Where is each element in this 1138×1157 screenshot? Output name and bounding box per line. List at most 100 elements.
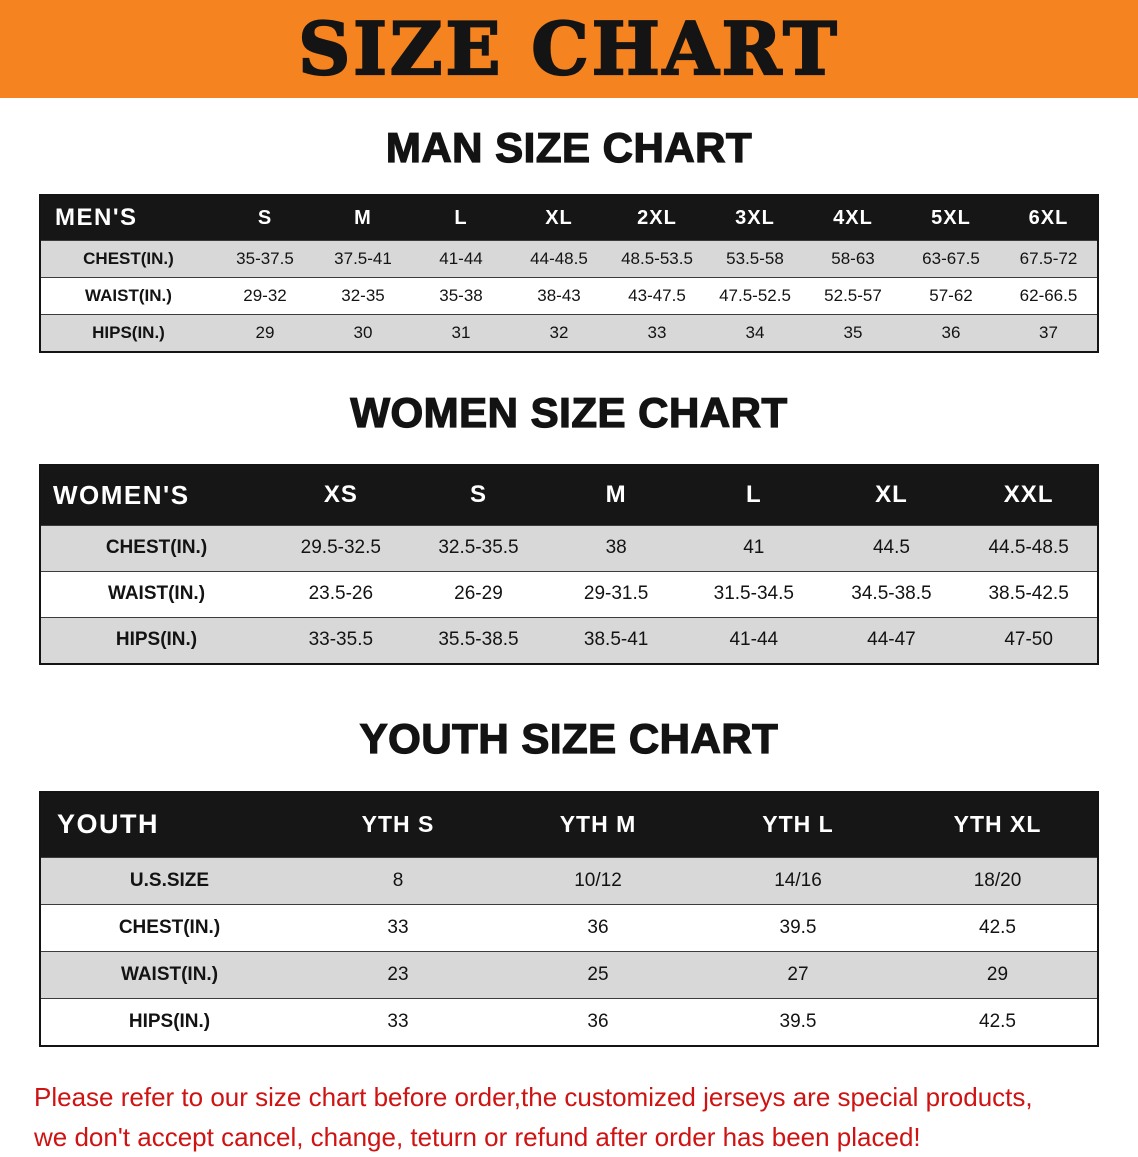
size-value-cell: 23.5-26 (272, 570, 410, 618)
size-value-cell: 39.5 (698, 997, 898, 1046)
table-row: CHEST(IN.) 29.5-32.5 32.5-35.5 38 41 44.5 44.5… (40, 524, 1098, 572)
size-value-cell: 48.5-53.5 (608, 240, 706, 278)
row-label: HIPS(IN.) (40, 997, 298, 1046)
column-header: L (684, 464, 823, 526)
size-value-cell: 29 (898, 950, 1098, 999)
youth-size-table: YOUTH YTH S YTH M YTH L YTH XL U.S.SIZE 8 10/12… (39, 790, 1099, 1047)
size-value-cell: 29 (216, 314, 314, 353)
row-label: CHEST(IN.) (40, 240, 216, 278)
size-value-cell: 44.5-48.5 (960, 524, 1098, 572)
column-header: M (547, 464, 685, 526)
size-value-cell: 34.5-38.5 (822, 570, 961, 618)
column-header: S (216, 195, 314, 241)
size-value-cell: 58-63 (804, 240, 902, 278)
column-header: XL (822, 464, 961, 526)
size-value-cell: 53.5-58 (706, 240, 804, 278)
row-label: CHEST(IN.) (40, 903, 298, 952)
disclaimer-line-2: we don't accept cancel, change, teturn o… (34, 1122, 921, 1153)
column-header: 6XL (1000, 195, 1098, 241)
size-value-cell: 14/16 (698, 856, 898, 905)
size-value-cell: 33 (298, 903, 498, 952)
header-row: YOUTH YTH S YTH M YTH L YTH XL (40, 791, 1098, 858)
row-label: CHEST(IN.) (40, 524, 272, 572)
size-value-cell: 44.5 (822, 524, 961, 572)
column-header: XS (272, 464, 410, 526)
size-value-cell: 35 (804, 314, 902, 353)
size-value-cell: 18/20 (898, 856, 1098, 905)
disclaimer: Please refer to our size chart before or… (0, 1077, 1138, 1157)
size-value-cell: 36 (902, 314, 1000, 353)
table-title-cell: MEN'S (40, 195, 216, 241)
size-value-cell: 33 (608, 314, 706, 353)
row-label: HIPS(IN.) (40, 616, 272, 664)
section-youth: YOUTH SIZE CHART YOUTH YTH S YTH M YTH L YTH… (0, 714, 1138, 1047)
row-label: WAIST(IN.) (40, 570, 272, 618)
size-value-cell: 26-29 (409, 570, 548, 618)
size-value-cell: 34 (706, 314, 804, 353)
size-value-cell: 23 (298, 950, 498, 999)
size-value-cell: 67.5-72 (1000, 240, 1098, 278)
size-value-cell: 35-38 (412, 277, 510, 315)
row-label: WAIST(IN.) (40, 950, 298, 999)
table-row: WAIST(IN.) 29-32 32-35 35-38 38-43 43-47.5 47.… (40, 277, 1098, 315)
size-value-cell: 8 (298, 856, 498, 905)
size-value-cell: 35-37.5 (216, 240, 314, 278)
size-value-cell: 52.5-57 (804, 277, 902, 315)
size-value-cell: 42.5 (898, 997, 1098, 1046)
column-header: M (314, 195, 412, 241)
column-header: 4XL (804, 195, 902, 241)
table-row: WAIST(IN.) 23 25 27 29 (40, 950, 1098, 999)
women-size-table: WOMEN'S XS S M L XL XXL CHEST(IN.) 29.5-32.5 32.5… (39, 463, 1099, 665)
table-row: CHEST(IN.) 35-37.5 37.5-41 41-44 44-48.5 48.5… (40, 240, 1098, 278)
column-header: XL (510, 195, 608, 241)
size-value-cell: 62-66.5 (1000, 277, 1098, 315)
size-value-cell: 38-43 (510, 277, 608, 315)
column-header: 3XL (706, 195, 804, 241)
size-value-cell: 43-47.5 (608, 277, 706, 315)
banner: SIZE CHART (0, 0, 1138, 98)
size-value-cell: 38.5-41 (547, 616, 685, 664)
table-row: HIPS(IN.) 33 36 39.5 42.5 (40, 997, 1098, 1046)
header-row: MEN'S S M L XL 2XL 3XL 4XL 5XL 6XL (40, 195, 1098, 241)
disclaimer-line-1: Please refer to our size chart before or… (34, 1081, 1033, 1112)
size-value-cell: 44-47 (822, 616, 961, 664)
row-label: HIPS(IN.) (40, 314, 216, 353)
size-value-cell: 41-44 (684, 616, 823, 664)
size-value-cell: 38 (547, 524, 685, 572)
size-value-cell: 30 (314, 314, 412, 353)
row-label: WAIST(IN.) (40, 277, 216, 315)
size-value-cell: 37.5-41 (314, 240, 412, 278)
size-value-cell: 63-67.5 (902, 240, 1000, 278)
women-size-chart-heading: WOMEN SIZE CHART (350, 389, 788, 437)
table-title-cell: WOMEN'S (40, 464, 272, 526)
size-value-cell: 29-32 (216, 277, 314, 315)
column-header: YTH M (498, 791, 698, 858)
column-header: XXL (960, 464, 1098, 526)
row-label: U.S.SIZE (40, 856, 298, 905)
size-value-cell: 31.5-34.5 (684, 570, 823, 618)
column-header: YTH S (298, 791, 498, 858)
size-value-cell: 37 (1000, 314, 1098, 353)
section-women: WOMEN SIZE CHART WOMEN'S XS S M L XL XXL CHEST(… (0, 389, 1138, 665)
size-value-cell: 41-44 (412, 240, 510, 278)
size-value-cell: 57-62 (902, 277, 1000, 315)
section-men: MAN SIZE CHART MEN'S S M L XL 2XL 3XL 4XL 5XL 6XL… (0, 123, 1138, 354)
size-value-cell: 32.5-35.5 (409, 524, 548, 572)
column-header: 5XL (902, 195, 1000, 241)
size-value-cell: 39.5 (698, 903, 898, 952)
table-row: WAIST(IN.) 23.5-26 26-29 29-31.5 31.5-34.5 34… (40, 570, 1098, 618)
size-value-cell: 44-48.5 (510, 240, 608, 278)
size-value-cell: 36 (498, 997, 698, 1046)
table-row: HIPS(IN.) 33-35.5 35.5-38.5 38.5-41 41-44 44-… (40, 616, 1098, 664)
size-value-cell: 33-35.5 (272, 616, 410, 664)
size-value-cell: 36 (498, 903, 698, 952)
size-value-cell: 42.5 (898, 903, 1098, 952)
size-value-cell: 29.5-32.5 (272, 524, 410, 572)
size-value-cell: 29-31.5 (547, 570, 685, 618)
table-row: HIPS(IN.) 29 30 31 32 33 34 35 36 37 (40, 314, 1098, 353)
column-header: YTH XL (898, 791, 1098, 858)
column-header: YTH L (698, 791, 898, 858)
size-value-cell: 32 (510, 314, 608, 353)
table-title-cell: YOUTH (40, 791, 298, 858)
